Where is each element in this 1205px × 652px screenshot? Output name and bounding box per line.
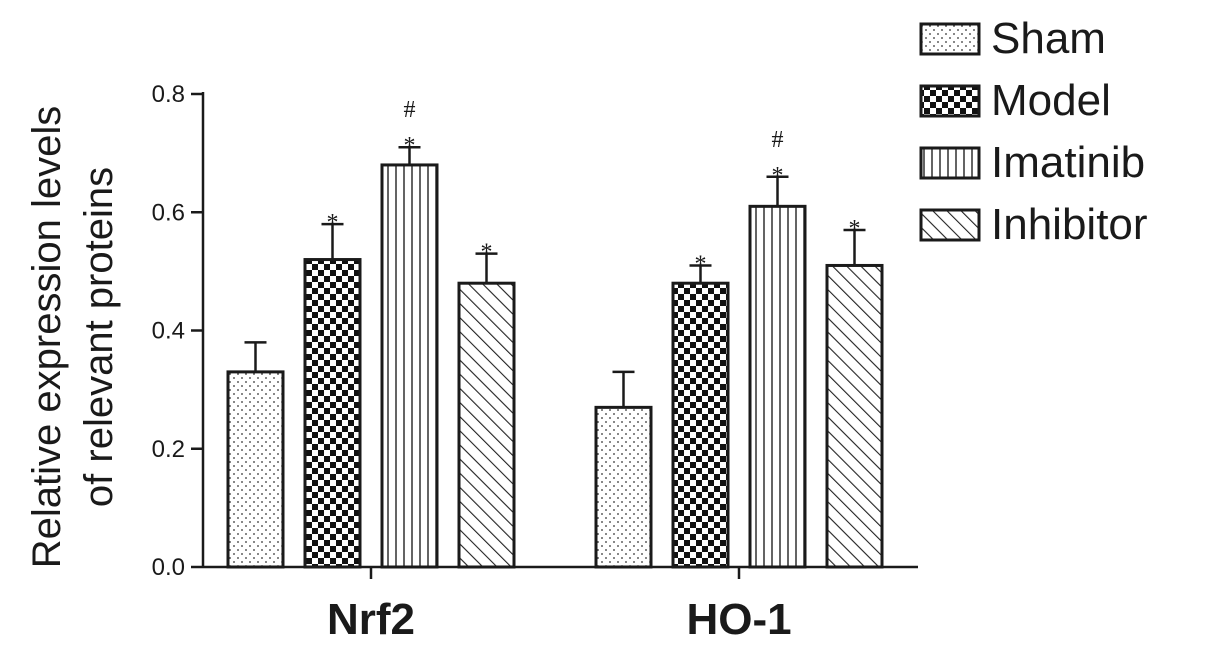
bars bbox=[226, 163, 884, 569]
bar-model-nrf2 bbox=[303, 258, 362, 569]
legend-label-model: Model bbox=[991, 76, 1111, 125]
y-ticks: 0.0 0.2 0.4 0.6 0.8 bbox=[152, 81, 203, 581]
legend-swatch-model bbox=[919, 84, 981, 118]
legend-label-inhibitor: Inhibitor bbox=[991, 200, 1148, 249]
significance-marks: * * # * * * # * bbox=[327, 97, 861, 277]
legend-label-imatinib: Imatinib bbox=[991, 138, 1145, 187]
legend-swatch-sham bbox=[919, 22, 981, 56]
y-tick-label: 0.2 bbox=[152, 436, 185, 463]
significance-mark: * bbox=[404, 133, 416, 159]
bar-inhibitor-ho-1 bbox=[825, 263, 884, 569]
significance-mark: * bbox=[327, 210, 339, 236]
significance-mark: * bbox=[849, 216, 861, 242]
significance-mark: * bbox=[481, 240, 493, 266]
legend-swatch-imatinib bbox=[919, 146, 981, 180]
bar-imatinib-nrf2 bbox=[380, 163, 439, 569]
legend: Sham Model Imatinib Inhibitor bbox=[919, 14, 1148, 249]
bar-imatinib-ho-1 bbox=[748, 204, 807, 569]
x-category-label: HO-1 bbox=[686, 595, 791, 644]
legend-swatch-inhibitor bbox=[919, 208, 981, 242]
legend-label-sham: Sham bbox=[991, 14, 1106, 63]
error-bars bbox=[244, 145, 866, 408]
y-tick-label: 0.4 bbox=[152, 318, 185, 345]
x-category-label: Nrf2 bbox=[327, 595, 415, 644]
significance-mark: # bbox=[772, 127, 784, 153]
bar-sham-nrf2 bbox=[226, 370, 285, 569]
y-tick-label: 0.0 bbox=[152, 554, 185, 581]
y-tick-label: 0.6 bbox=[152, 199, 185, 226]
y-axis-title-line-2: of relevant proteins bbox=[77, 167, 121, 507]
y-tick-label: 0.8 bbox=[152, 81, 185, 108]
bar-sham-ho-1 bbox=[594, 405, 653, 569]
y-axis-title-line-1: Relative expression levels bbox=[25, 106, 69, 568]
y-axis-title: Relative expression levels of relevant p… bbox=[25, 106, 121, 568]
significance-mark: * bbox=[772, 163, 784, 189]
significance-mark: * bbox=[695, 251, 707, 277]
significance-mark: # bbox=[404, 97, 416, 123]
bar-model-ho-1 bbox=[671, 281, 730, 569]
x-category-labels: Nrf2 HO-1 bbox=[327, 567, 792, 644]
bar-inhibitor-nrf2 bbox=[457, 281, 516, 569]
